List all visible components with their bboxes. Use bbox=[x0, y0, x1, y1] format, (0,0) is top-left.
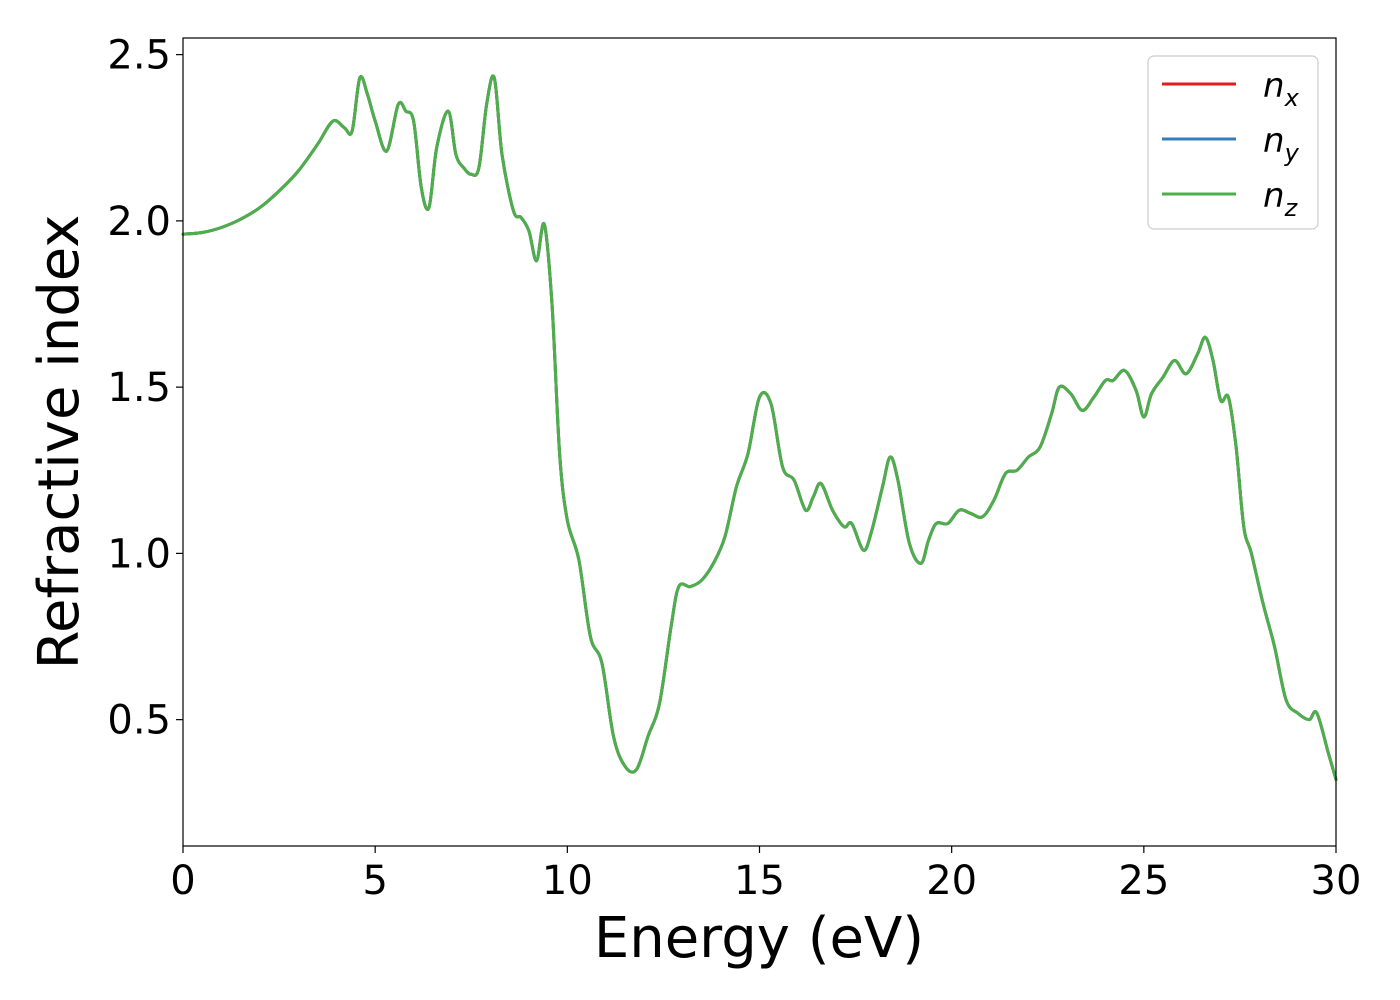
x-tick-label: 30 bbox=[1311, 858, 1362, 904]
series-line-z bbox=[181, 74, 1338, 781]
y-tick-label: 1.5 bbox=[107, 365, 171, 411]
x-tick-label: 15 bbox=[734, 858, 785, 904]
legend-label-z: nz bbox=[1263, 176, 1299, 222]
y-tick-label: 2.0 bbox=[107, 199, 171, 245]
legend-label-x: nx bbox=[1263, 66, 1300, 112]
legend-label-y: ny bbox=[1263, 121, 1300, 167]
y-tick-label: 1.0 bbox=[107, 531, 171, 577]
y-axis: 0.5 1.0 1.5 2.0 2.5 bbox=[107, 33, 183, 744]
y-axis-title: Refractive index bbox=[27, 215, 92, 670]
series-layer bbox=[181, 74, 1338, 781]
legend-box bbox=[1147, 55, 1319, 230]
x-axis: 0 5 10 15 20 25 30 bbox=[170, 846, 1361, 904]
x-tick-label: 25 bbox=[1118, 858, 1169, 904]
y-tick-label: 0.5 bbox=[107, 698, 171, 744]
x-tick-label: 20 bbox=[926, 858, 977, 904]
x-tick-label: 10 bbox=[542, 858, 593, 904]
x-axis-title: Energy (eV) bbox=[594, 906, 924, 971]
x-tick-label: 5 bbox=[362, 858, 387, 904]
y-tick-label: 2.5 bbox=[107, 33, 171, 79]
x-tick-label: 0 bbox=[170, 858, 195, 904]
legend: nx ny nz bbox=[1147, 55, 1319, 230]
